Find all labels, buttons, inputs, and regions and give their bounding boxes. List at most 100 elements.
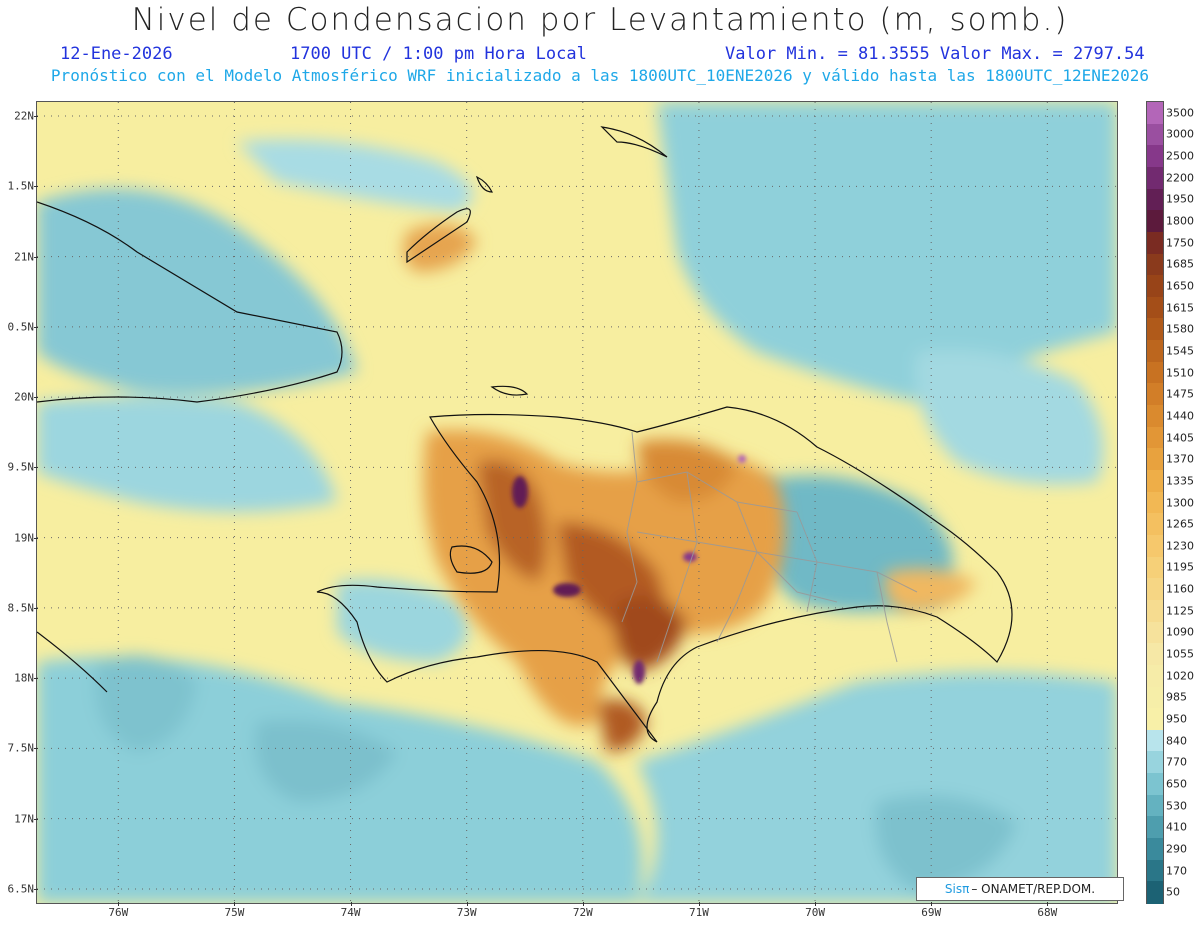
model-subtitle: Pronóstico con el Modelo Atmosférico WRF… [50,66,1150,85]
lon-tick-label: 70W [805,906,825,919]
colorbar-segment [1147,340,1163,363]
lat-tick-label: 1.5N [7,179,35,193]
colorbar-segment [1147,318,1163,341]
colorbar-label: 1475 [1166,387,1194,401]
colorbar-segment [1147,491,1163,514]
colorbar-segment [1147,296,1163,320]
colorbar-segment [1147,166,1163,190]
lat-tick-label: 22N [14,109,34,123]
colorbar-segment [1147,838,1163,861]
lat-tick-mark [34,678,38,680]
colorbar-segment [1147,123,1163,146]
lat-tick-label: 0.5N [7,320,35,334]
lat-tick-label: 7.5N [7,741,35,755]
little-inagua [475,175,493,193]
credit-text: – ONAMET/REP.DOM. [971,882,1096,896]
sispi-logo-text: Sisπ [944,882,970,896]
colorbar-label: 170 [1166,864,1187,878]
colorbar-label: 530 [1166,799,1187,813]
colorbar-segment [1147,881,1163,904]
colorbar-label: 950 [1166,712,1187,726]
colorbar-label: 1230 [1166,539,1194,553]
lon-tick-label: 71W [688,906,709,919]
colorbar-segment [1147,729,1163,753]
lon-tick-label: 75W [224,906,245,919]
colorbar-segment [1147,708,1163,731]
lat-tick-mark [34,748,38,750]
colorbar-label: 1300 [1166,496,1194,509]
lat-tick-label: 19N [14,531,34,545]
lon-tick-mark [350,902,352,906]
colorbar-segment [1147,470,1163,493]
lon-tick-mark [1047,902,1049,906]
colorbar-segment [1147,405,1163,428]
lon-tick-label: 76W [108,906,129,919]
colorbar-label: 290 [1166,842,1187,856]
colorbar-label: 770 [1166,755,1187,769]
lon-tick-mark [466,902,468,906]
colorbar-label: 2500 [1166,149,1194,163]
colorbar-label: 3500 [1166,106,1194,120]
colorbar-label: 650 [1166,777,1187,791]
colorbar-label: 1685 [1166,257,1194,271]
gonave-island [449,545,493,574]
lon-tick-mark [815,902,817,906]
colorbar-segment [1147,253,1163,276]
colorbar-label: 1370 [1166,452,1194,466]
colorbar-label: 1510 [1166,366,1194,380]
lat-tick-label: 20N [14,390,34,404]
colorbar-label: 1405 [1166,431,1194,445]
lat-tick-label: 9.5N [7,460,35,474]
colorbar-label: 1615 [1166,301,1194,315]
lon-tick-label: 68W [1037,906,1058,919]
lat-tick-mark [34,116,38,118]
colorbar-label: 1160 [1166,582,1194,596]
lon-tick-label: 74W [340,906,361,919]
colorbar-label: 2200 [1166,171,1194,185]
caicos-islands [600,126,668,158]
colorbar-segment [1147,102,1163,125]
colorbar-segment [1147,751,1163,774]
colorbar-segment [1147,231,1163,255]
lat-tick-mark [34,818,38,820]
cuba-coast [37,201,343,403]
lat-tick-mark [34,537,38,539]
forecast-time: 1700 UTC / 1:00 pm Hora Local [290,44,587,64]
very-high-lcl-spots [512,455,746,684]
coastlines [37,126,1013,743]
lcl-shaded-map [37,102,1117,903]
colorbar-label: 840 [1166,734,1187,748]
colorbar-segment [1147,794,1163,817]
colorbar-segment [1147,773,1163,796]
great-inagua [406,208,471,264]
tortuga-island [490,385,529,396]
credit-box: Sisπ – ONAMET/REP.DOM. [916,877,1124,901]
colorbar-label: 1750 [1166,236,1194,250]
colorbar-label: 1265 [1166,517,1194,531]
colorbar-label: 1650 [1166,279,1194,293]
colorbar-segment [1147,643,1163,666]
colorbar-label: 1335 [1166,474,1194,488]
lat-tick-mark [34,467,38,469]
lat-tick-label: 18N [14,671,34,685]
lat-lon-grid [37,102,1117,903]
colorbar-segment [1147,210,1163,233]
colorbar-label: 1440 [1166,409,1194,423]
colorbar-segment [1147,621,1163,644]
colorbar-segment [1147,188,1163,211]
lat-tick-mark [34,256,38,258]
colorbar-label: 50 [1166,885,1180,899]
lon-tick-label: 73W [456,906,477,919]
lon-tick-mark [698,902,700,906]
map-plot-area[interactable] [36,101,1118,904]
colorbar-segment [1147,686,1163,709]
colorbar-segment [1147,859,1163,882]
colorbar-label: 1055 [1166,647,1194,661]
colorbar-label: 1800 [1166,214,1194,228]
map-title: Nivel de Condensacion por Levantamiento … [131,2,1069,38]
colorbar-segment [1147,816,1163,839]
jamaica-coast [37,631,108,693]
colorbar-label: 985 [1166,690,1187,704]
colorbar-segment [1147,556,1163,579]
lat-tick-label: 17N [14,812,34,826]
